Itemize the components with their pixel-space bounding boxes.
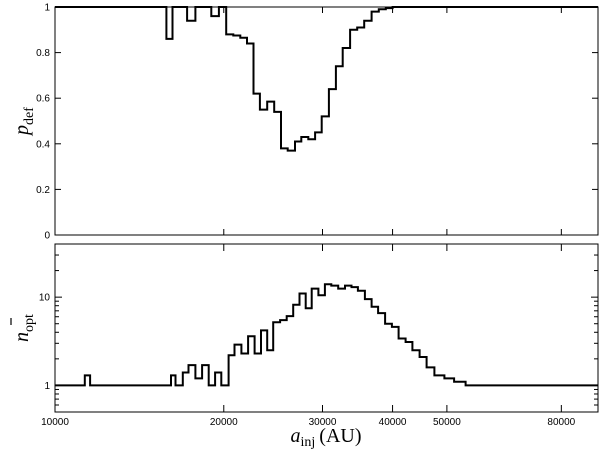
top-y-label-sub: def [22,107,37,125]
bottom-panel: 110 10000 20000 30000 40000 50000 80000 nopt … [10,243,599,449]
top-y-label: pdef [11,107,37,137]
bottom-y-ticks: 1 10 [39,254,598,406]
top-y-tick-label: 0 [44,231,50,242]
x-axis-label: ainj (AU) [291,425,362,449]
top-series-line [55,6,598,152]
top-y-ticks: 0 0.2 0.4 0.6 0.8 1 [36,3,598,242]
bottom-plot-frame [54,243,599,413]
bottom-y-label: nopt [11,314,37,342]
top-y-label-main: p [11,125,33,137]
bottom-x-ticks: 10000 20000 30000 40000 50000 80000 [41,244,576,428]
bottom-y-label-sub: opt [22,314,37,332]
top-y-tick-label: 0.4 [36,139,50,150]
x-tick-label: 50000 [433,417,461,428]
top-y-tick-label: 0.6 [36,94,50,105]
x-label-main: a [291,425,301,447]
x-label-sub: inj [301,435,316,449]
top-y-tick-label: 1 [44,3,50,14]
top-y-tick-label: 0.8 [36,48,50,59]
x-tick-label: 80000 [547,417,575,428]
bottom-y-label-main: n [11,332,33,342]
top-panel: 0 0.2 0.4 0.6 0.8 1 pdef [11,3,599,242]
top-y-tick-label: 0.2 [36,185,50,196]
bottom-y-tick-label: 10 [39,293,51,304]
x-tick-label: 20000 [210,417,238,428]
bottom-series-line [55,283,598,387]
x-tick-label: 10000 [41,417,69,428]
x-label-unit: (AU) [319,425,361,447]
bottom-y-tick-label: 1 [44,381,50,392]
top-plot-frame [54,6,599,236]
x-tick-label: 30000 [309,417,337,428]
x-tick-label: 40000 [379,417,407,428]
